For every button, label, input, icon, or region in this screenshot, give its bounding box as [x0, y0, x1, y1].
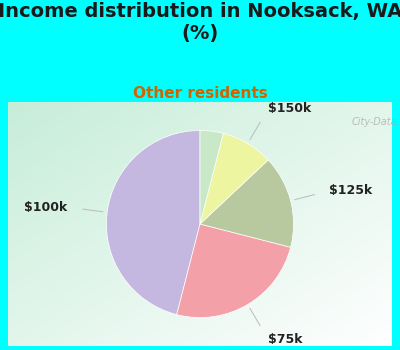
Text: $125k: $125k: [330, 184, 373, 197]
Wedge shape: [177, 224, 291, 317]
Wedge shape: [200, 131, 223, 224]
Text: Income distribution in Nooksack, WA
(%): Income distribution in Nooksack, WA (%): [0, 2, 400, 43]
Wedge shape: [200, 160, 294, 247]
Text: City-Data.com: City-Data.com: [352, 117, 400, 127]
Text: $75k: $75k: [268, 332, 302, 345]
Text: Other residents: Other residents: [133, 86, 267, 101]
Text: $150k: $150k: [268, 103, 311, 116]
Wedge shape: [106, 131, 200, 315]
Wedge shape: [200, 133, 268, 224]
Text: $100k: $100k: [24, 201, 68, 214]
